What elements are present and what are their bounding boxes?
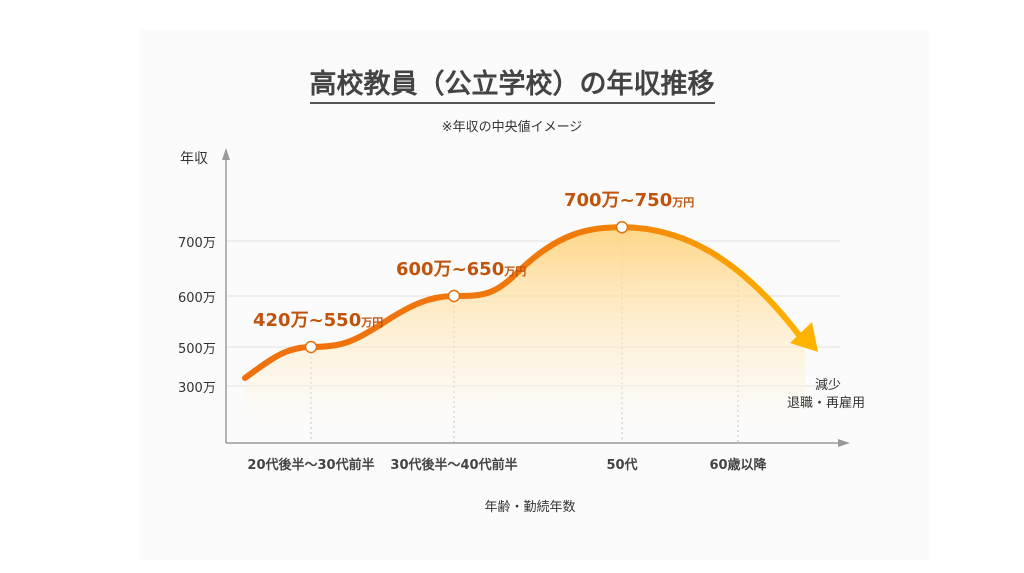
data-label: 700万~750万円	[564, 186, 694, 212]
x-tick-label: 30代後半～40代前半	[390, 458, 518, 473]
trend-end-text-1: 減少	[815, 378, 842, 393]
y-tick-label: 600万	[178, 291, 216, 306]
trend-line	[242, 224, 808, 381]
y-axis-label: 年収	[180, 151, 208, 167]
data-point	[615, 221, 629, 234]
data-label-unit: 万円	[504, 265, 527, 278]
data-point	[304, 340, 318, 354]
x-tick-label: 20代後半～30代前半	[247, 458, 375, 473]
area-fill	[245, 227, 805, 440]
x-axis-arrow	[838, 439, 850, 447]
data-label-value: 700万~750	[564, 190, 673, 212]
y-tick-label: 500万	[178, 342, 216, 357]
data-label-unit: 万円	[672, 196, 695, 210]
chart-title: 高校教員（公立学校）の年収推移	[0, 62, 1024, 104]
x-tick-label: 50代	[606, 458, 638, 473]
data-label-value: 420万~550	[253, 310, 362, 331]
data-point	[447, 289, 461, 303]
x-tick-label: 60歳以降	[709, 458, 767, 473]
y-axis-arrow	[222, 148, 230, 160]
trend-end-text-2: 退職・再雇用	[787, 396, 866, 411]
x-axis-label: 年齢・勤続年数	[484, 500, 576, 515]
data-label-value: 600万~650	[396, 259, 505, 280]
data-label: 600万~650万円	[396, 255, 526, 281]
y-tick-label: 300万	[178, 381, 216, 396]
chart-subtitle: ※年収の中央値イメージ	[441, 120, 583, 135]
y-tick-label: 700万	[178, 236, 216, 251]
data-label-unit: 万円	[361, 316, 384, 329]
trend-arrowhead	[790, 322, 818, 352]
data-label: 420万~550万円	[253, 306, 383, 332]
